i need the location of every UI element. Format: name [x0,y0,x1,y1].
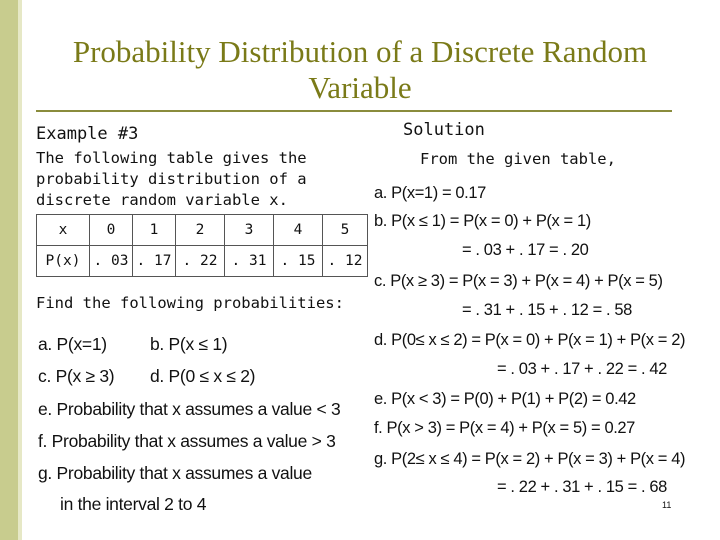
distribution-table: x 0 1 2 3 4 5 P(x) . 03 . 17 . 22 . 31 .… [36,214,368,277]
solution-f: f. P(x > 3) = P(x = 4) + P(x = 5) = 0.27 [374,419,635,437]
solution-c-result: = . 31 + . 15 + . 12 = . 58 [462,301,632,319]
solution-d-result: = . 03 + . 17 + . 22 = . 42 [497,360,667,378]
left-accent-bar-inner [18,0,22,540]
table-cell: . 17 [132,245,176,277]
example-label: Example #3 [36,124,139,144]
table-row-x: x 0 1 2 3 4 5 [36,214,368,246]
solution-b-result: = . 03 + . 17 = . 20 [462,241,589,259]
table-cell: P(x) [36,245,90,277]
solution-d: d. P(0≤ x ≤ 2) = P(x = 0) + P(x = 1) + P… [374,331,686,349]
title-divider [36,110,672,112]
question-f: f. Probability that x assumes a value > … [38,431,336,451]
table-cell: 4 [273,214,323,246]
slide-title: Probability Distribution of a Discrete R… [72,34,648,105]
solution-c: c. P(x ≥ 3) = P(x = 3) + P(x = 4) + P(x … [374,272,663,290]
solution-given: From the given table, [420,150,616,168]
table-row-px: P(x) . 03 . 17 . 22 . 31 . 15 . 12 [36,245,368,277]
intro-text: The following table gives the probabilit… [36,149,307,209]
table-cell: . 12 [322,245,368,277]
table-cell: . 03 [89,245,133,277]
question-b: b. P(x ≤ 1) [150,334,228,354]
question-a: a. P(x=1) [38,334,107,354]
table-cell: 1 [132,214,176,246]
solution-e: e. P(x < 3) = P(0) + P(1) + P(2) = 0.42 [374,390,636,408]
question-d: d. P(0 ≤ x ≤ 2) [150,366,256,386]
table-cell: 0 [89,214,133,246]
left-accent-bar [0,0,18,540]
question-g: g. Probability that x assumes a value [38,463,312,483]
table-cell: . 22 [175,245,225,277]
solution-heading: Solution [403,120,485,140]
solution-g-result: = . 22 + . 31 + . 15 = . 68 [497,478,667,496]
find-prompt: Find the following probabilities: [36,294,344,312]
table-cell: . 31 [224,245,274,277]
question-g-continued: in the interval 2 to 4 [60,494,207,514]
table-cell: . 15 [273,245,323,277]
table-cell: x [36,214,90,246]
table-cell: 2 [175,214,225,246]
table-cell: 3 [224,214,274,246]
table-cell: 5 [322,214,368,246]
question-e: e. Probability that x assumes a value < … [38,399,341,419]
solution-b: b. P(x ≤ 1) = P(x = 0) + P(x = 1) [374,212,591,230]
solution-g: g. P(2≤ x ≤ 4) = P(x = 2) + P(x = 3) + P… [374,450,686,468]
solution-a: a. P(x=1) = 0.17 [374,184,486,202]
question-c: c. P(x ≥ 3) [38,366,115,386]
page-number: 11 [662,500,672,510]
